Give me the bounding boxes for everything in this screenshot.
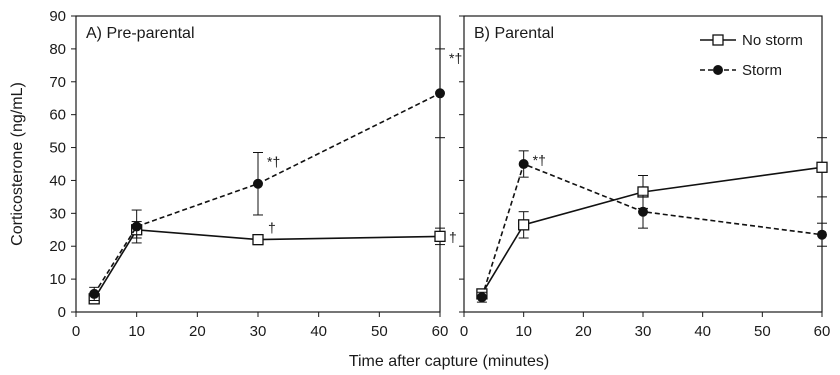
x-tick-label: 0 bbox=[460, 323, 468, 340]
legend-marker-square bbox=[712, 34, 724, 46]
x-tick-label: 10 bbox=[515, 323, 532, 340]
x-tick-label: 30 bbox=[250, 323, 267, 340]
data-point-circle bbox=[638, 206, 648, 217]
data-point-circle bbox=[817, 229, 827, 240]
data-point-square bbox=[434, 230, 446, 243]
y-tick-label: 60 bbox=[49, 107, 66, 124]
series-line-storm bbox=[93, 92, 441, 295]
plot-frame-2 bbox=[463, 15, 823, 313]
x-tick-label: 10 bbox=[128, 323, 145, 340]
significance-annotation: † bbox=[449, 229, 457, 245]
panel-title: B) Parental bbox=[474, 25, 554, 42]
data-point-square bbox=[252, 233, 264, 246]
y-tick-label: 50 bbox=[49, 140, 66, 157]
data-point-circle bbox=[253, 178, 263, 189]
y-tick-label: 0 bbox=[58, 304, 66, 321]
legend-label: Storm bbox=[742, 62, 782, 79]
x-tick-label: 30 bbox=[635, 323, 652, 340]
significance-annotation: *† bbox=[449, 50, 462, 66]
series-line-no-storm bbox=[93, 228, 441, 300]
y-tick-label: 40 bbox=[49, 172, 66, 189]
data-point-circle bbox=[89, 288, 100, 299]
data-point-circle bbox=[131, 221, 142, 232]
significance-annotation: *† bbox=[267, 153, 280, 169]
data-point-circle bbox=[476, 292, 487, 303]
data-point-circle bbox=[518, 159, 529, 169]
x-tick-label: 50 bbox=[371, 323, 388, 340]
y-axis-title: Corticosterone (ng/mL) bbox=[9, 82, 26, 246]
y-tick-label: 30 bbox=[49, 205, 66, 222]
series-line-no-storm bbox=[481, 166, 823, 295]
legend-label: No storm bbox=[742, 32, 803, 49]
data-point-circle bbox=[435, 88, 445, 99]
x-tick-label: 0 bbox=[72, 323, 80, 340]
x-tick-label: 20 bbox=[189, 323, 206, 340]
y-tick-label: 80 bbox=[49, 41, 66, 58]
significance-annotation: † bbox=[268, 220, 276, 236]
panel-title: A) Pre-parental bbox=[86, 25, 195, 42]
x-tick-label: 40 bbox=[694, 323, 711, 340]
x-tick-label: 20 bbox=[575, 323, 592, 340]
x-tick-label: 60 bbox=[432, 323, 449, 340]
data-point-square bbox=[816, 161, 828, 173]
significance-annotation: *† bbox=[533, 152, 546, 168]
y-tick-label: 90 bbox=[49, 8, 66, 25]
x-tick-label: 50 bbox=[754, 323, 771, 340]
x-tick-label: 40 bbox=[310, 323, 327, 340]
x-axis-title: Time after capture (minutes) bbox=[349, 353, 549, 370]
series-line-storm bbox=[481, 162, 823, 298]
x-tick-label: 60 bbox=[814, 323, 831, 340]
data-point-square bbox=[518, 219, 530, 231]
y-tick-label: 70 bbox=[49, 74, 66, 91]
legend-marker-circle bbox=[713, 65, 723, 75]
y-tick-label: 10 bbox=[49, 271, 66, 288]
y-tick-label: 20 bbox=[49, 238, 66, 255]
